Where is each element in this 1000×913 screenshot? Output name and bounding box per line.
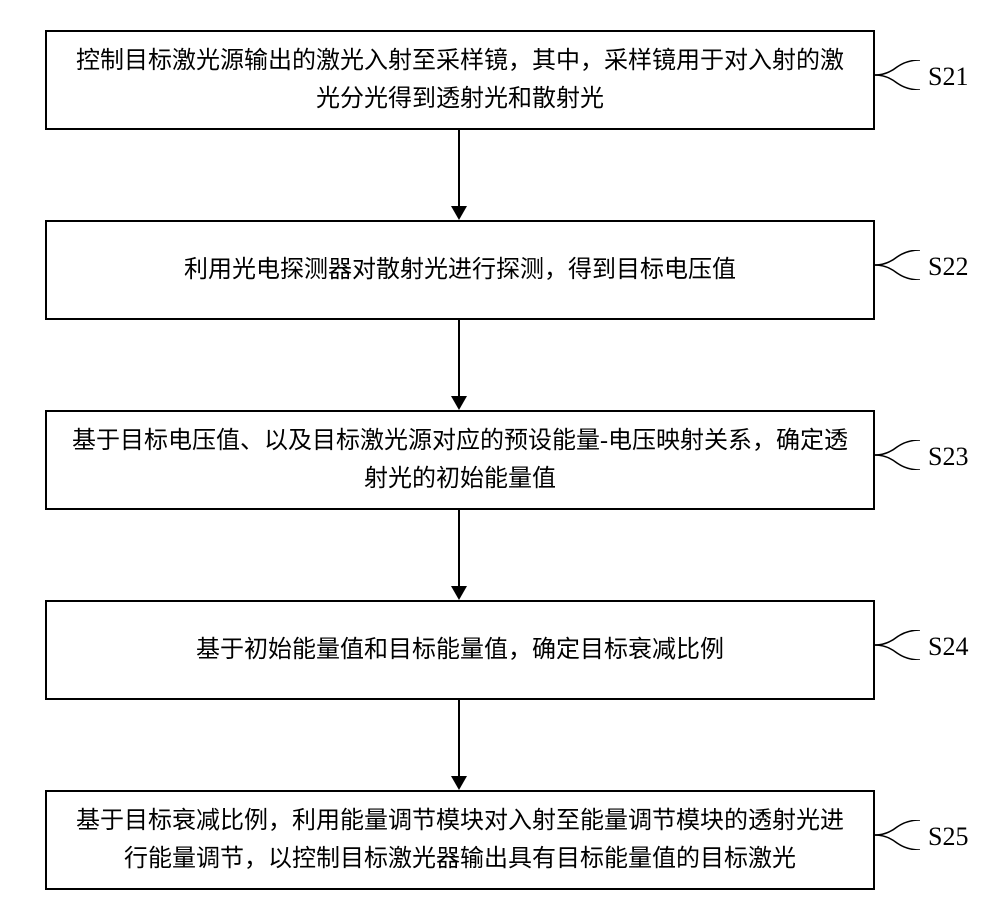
step-label-s25: S25 [928,822,968,852]
step-box-s22: 利用光电探测器对散射光进行探测，得到目标电压值 [45,220,875,320]
flowchart-container: 控制目标激光源输出的激光入射至采样镜，其中，采样镜用于对入射的激光分光得到透射光… [0,0,1000,913]
arrow-s23-s24 [458,510,460,600]
arrow-s22-s23 [458,320,460,410]
step-text: 基于目标衰减比例，利用能量调节模块对入射至能量调节模块的透射光进行能量调节，以控… [67,802,853,879]
arrow-s21-s22 [458,130,460,220]
connector-curve [875,820,920,850]
step-text: 基于初始能量值和目标能量值，确定目标衰减比例 [196,631,724,669]
step-label-s21: S21 [928,62,968,92]
step-text: 利用光电探测器对散射光进行探测，得到目标电压值 [184,251,736,289]
arrow-s24-s25 [458,700,460,790]
connector-curve [875,60,920,90]
step-box-s24: 基于初始能量值和目标能量值，确定目标衰减比例 [45,600,875,700]
step-text: 控制目标激光源输出的激光入射至采样镜，其中，采样镜用于对入射的激光分光得到透射光… [67,42,853,119]
step-box-s23: 基于目标电压值、以及目标激光源对应的预设能量-电压映射关系，确定透射光的初始能量… [45,410,875,510]
step-box-s25: 基于目标衰减比例，利用能量调节模块对入射至能量调节模块的透射光进行能量调节，以控… [45,790,875,890]
connector-curve [875,440,920,470]
step-text: 基于目标电压值、以及目标激光源对应的预设能量-电压映射关系，确定透射光的初始能量… [67,422,853,499]
step-label-s22: S22 [928,252,968,282]
connector-curve [875,250,920,280]
step-label-s24: S24 [928,632,968,662]
step-label-s23: S23 [928,442,968,472]
connector-curve [875,630,920,660]
step-box-s21: 控制目标激光源输出的激光入射至采样镜，其中，采样镜用于对入射的激光分光得到透射光… [45,30,875,130]
